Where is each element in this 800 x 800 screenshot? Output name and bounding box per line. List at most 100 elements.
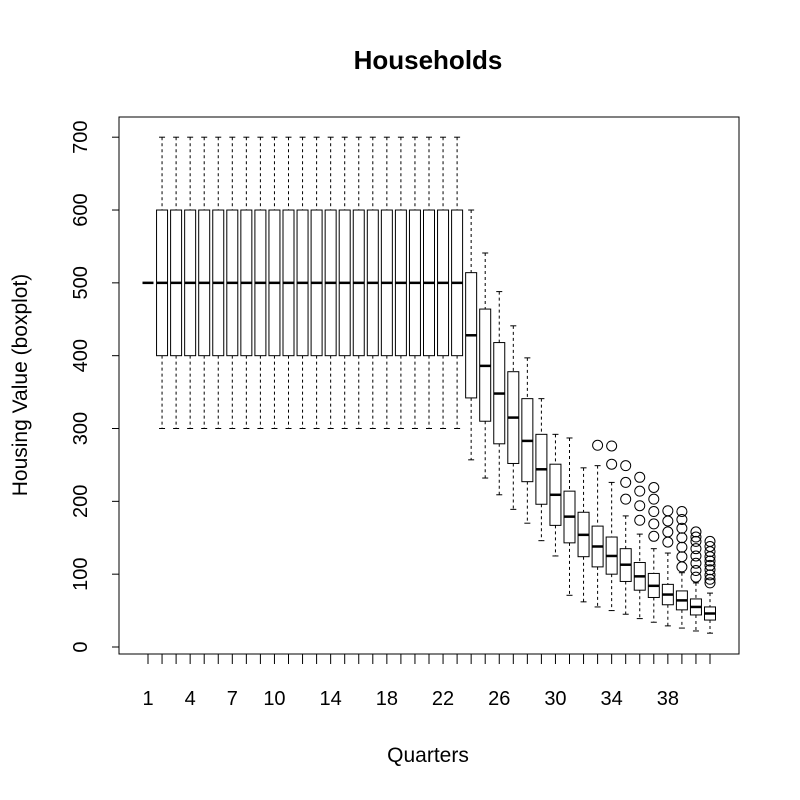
outlier-point (662, 515, 674, 527)
outlier-point (620, 493, 632, 505)
x-axis: 1 4 7 10 14 18 22 26 30 34 38 (142, 653, 711, 710)
outlier-point (606, 458, 618, 470)
outlier-point (704, 535, 716, 547)
box-21 (423, 136, 435, 430)
box-33 (591, 439, 604, 608)
boxes-group (142, 136, 716, 634)
outlier-point (676, 541, 688, 553)
outlier-point (704, 559, 716, 571)
x-tick-label: 1 (142, 688, 153, 710)
outlier-point (634, 500, 646, 512)
box-6 (212, 136, 225, 430)
outlier-point (690, 571, 702, 583)
y-tick-label: 200 (70, 485, 92, 518)
y-tick-label: 0 (70, 641, 92, 652)
box-10 (268, 136, 281, 430)
box-23 (451, 136, 464, 430)
box-5 (198, 136, 211, 430)
box-37 (647, 482, 660, 623)
outlier-point (676, 514, 688, 526)
x-tick-label: 26 (488, 688, 510, 710)
outlier-point (634, 471, 646, 483)
y-axis: 0 100 200 300 400 500 600 700 (70, 121, 120, 653)
y-tick-label: 400 (70, 339, 92, 372)
outlier-point (662, 505, 674, 517)
outlier-point (648, 506, 660, 518)
box-29 (535, 398, 548, 542)
box-11 (282, 136, 295, 430)
box-28 (521, 357, 534, 524)
x-tick-label: 30 (544, 688, 566, 710)
outlier-point (648, 530, 660, 542)
box-34 (605, 440, 618, 612)
x-tick-label: 7 (227, 688, 238, 710)
y-tick-label: 700 (70, 121, 92, 154)
outlier-point (704, 555, 716, 567)
outlier-point (648, 482, 660, 494)
box-32 (577, 467, 590, 603)
box-14 (324, 136, 337, 430)
outlier-point (704, 564, 716, 576)
box-17 (366, 136, 379, 430)
y-tick-label: 500 (70, 266, 92, 299)
box-35 (619, 460, 632, 615)
outlier-point (620, 476, 632, 488)
x-tick-label: 10 (263, 688, 285, 710)
outlier-point (676, 522, 688, 534)
box-4 (184, 136, 197, 430)
outlier-point (690, 565, 702, 577)
box-9 (254, 136, 267, 430)
outlier-point (606, 440, 618, 452)
x-tick-label: 4 (185, 688, 196, 710)
outlier-point (634, 514, 646, 526)
y-tick-label: 300 (70, 412, 92, 445)
outlier-point (634, 485, 646, 497)
outlier-point (620, 460, 632, 472)
x-tick-label: 34 (601, 688, 623, 710)
outlier-point (592, 439, 604, 451)
x-tick-label: 14 (320, 688, 342, 710)
box-27 (507, 325, 520, 510)
outlier-point (662, 536, 674, 548)
box-7 (226, 136, 239, 430)
outlier-point (704, 569, 716, 581)
box-19 (394, 136, 407, 430)
x-axis-label: Quarters (387, 744, 469, 767)
box-15 (338, 136, 351, 430)
outlier-point (676, 506, 688, 518)
box-40 (689, 526, 702, 632)
box-26 (493, 291, 506, 496)
box-31 (563, 437, 576, 596)
outlier-point (690, 557, 702, 569)
box-13 (310, 136, 323, 430)
box-24 (465, 209, 478, 461)
outlier-point (704, 540, 716, 552)
box-20 (408, 136, 421, 430)
box-30 (549, 433, 562, 557)
box-22 (437, 136, 450, 430)
outlier-point (676, 532, 688, 544)
outlier-point (704, 573, 716, 585)
x-tick-label: 38 (657, 688, 679, 710)
outlier-point (662, 526, 674, 538)
x-tick-label: 18 (376, 688, 398, 710)
outlier-point (690, 550, 702, 562)
chart-title: Households (354, 45, 503, 75)
outlier-point (704, 577, 716, 589)
y-axis-label: Housing Value (boxplot) (9, 274, 32, 497)
box-2 (156, 136, 169, 430)
outlier-point (690, 543, 702, 555)
outlier-point (676, 551, 688, 563)
x-tick-label: 22 (432, 688, 454, 710)
box-38 (661, 505, 674, 627)
box-25 (479, 252, 492, 479)
outlier-point (676, 561, 688, 573)
box-18 (380, 136, 393, 430)
y-tick-label: 100 (70, 557, 92, 590)
outlier-point (690, 535, 702, 547)
outlier-point (648, 493, 660, 505)
box-41 (704, 535, 716, 634)
outlier-point (648, 518, 660, 530)
outlier-point (690, 526, 702, 538)
